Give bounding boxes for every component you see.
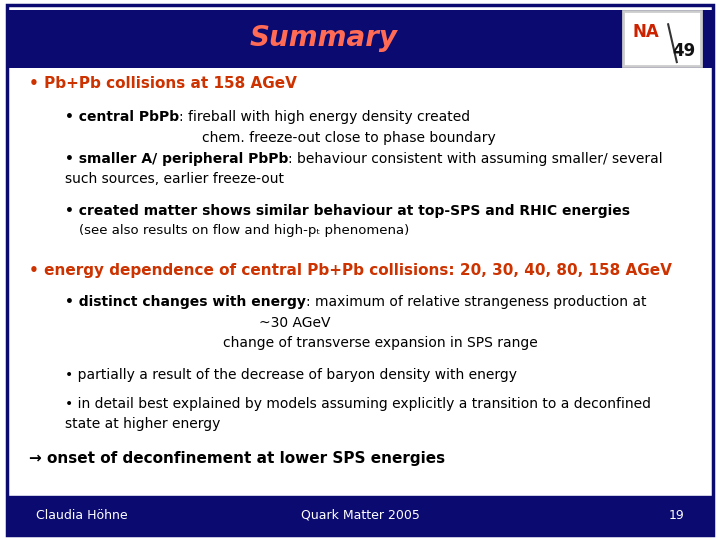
- Text: • energy dependence of central Pb+Pb collisions: 20, 30, 40, 80, 158 AGeV: • energy dependence of central Pb+Pb col…: [29, 262, 672, 278]
- Text: • partially a result of the decrease of baryon density with energy: • partially a result of the decrease of …: [65, 368, 517, 382]
- Text: : maximum of relative strangeness production at: : maximum of relative strangeness produc…: [306, 295, 646, 309]
- Text: (see also results on flow and high-pₜ phenomena): (see also results on flow and high-pₜ ph…: [79, 224, 410, 237]
- Text: Quark Matter 2005: Quark Matter 2005: [300, 509, 420, 522]
- Text: • distinct changes with energy: • distinct changes with energy: [65, 295, 306, 309]
- Text: chem. freeze-out close to phase boundary: chem. freeze-out close to phase boundary: [202, 131, 495, 145]
- Bar: [7, 10, 713, 68]
- Text: : behaviour consistent with assuming smaller/ several: : behaviour consistent with assuming sma…: [288, 152, 663, 166]
- Text: • smaller A/ peripheral PbPb: • smaller A/ peripheral PbPb: [65, 152, 288, 166]
- Text: NA: NA: [632, 23, 659, 42]
- Text: 19: 19: [668, 509, 684, 522]
- Bar: [623, 11, 701, 66]
- Text: : fireball with high energy density created: : fireball with high energy density crea…: [179, 110, 470, 124]
- Text: state at higher energy: state at higher energy: [65, 417, 220, 431]
- Text: • in detail best explained by models assuming explicitly a transition to a decon: • in detail best explained by models ass…: [65, 397, 651, 411]
- Text: • Pb+Pb collisions at 158 AGeV: • Pb+Pb collisions at 158 AGeV: [29, 76, 297, 91]
- Text: change of transverse expansion in SPS range: change of transverse expansion in SPS ra…: [223, 336, 538, 350]
- Text: such sources, earlier freeze-out: such sources, earlier freeze-out: [65, 172, 284, 186]
- Text: • created matter shows similar behaviour at top-SPS and RHIC energies: • created matter shows similar behaviour…: [65, 204, 630, 218]
- Text: Claudia Höhne: Claudia Höhne: [36, 509, 127, 522]
- Text: ~30 AGeV: ~30 AGeV: [259, 316, 330, 330]
- Text: → onset of deconfinement at lower SPS energies: → onset of deconfinement at lower SPS en…: [29, 451, 445, 467]
- Text: Summary: Summary: [250, 24, 398, 52]
- Text: 49: 49: [672, 42, 695, 60]
- Text: • central PbPb: • central PbPb: [65, 110, 179, 124]
- Bar: [7, 496, 713, 535]
